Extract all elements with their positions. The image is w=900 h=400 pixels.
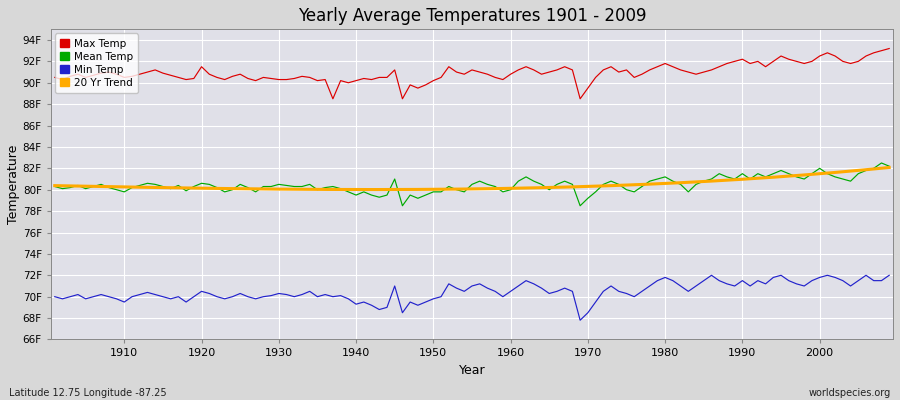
Text: Latitude 12.75 Longitude -87.25: Latitude 12.75 Longitude -87.25 [9, 388, 166, 398]
Legend: Max Temp, Mean Temp, Min Temp, 20 Yr Trend: Max Temp, Mean Temp, Min Temp, 20 Yr Tre… [55, 34, 138, 93]
Y-axis label: Temperature: Temperature [7, 145, 20, 224]
X-axis label: Year: Year [459, 364, 485, 377]
Title: Yearly Average Temperatures 1901 - 2009: Yearly Average Temperatures 1901 - 2009 [298, 7, 646, 25]
Text: worldspecies.org: worldspecies.org [809, 388, 891, 398]
